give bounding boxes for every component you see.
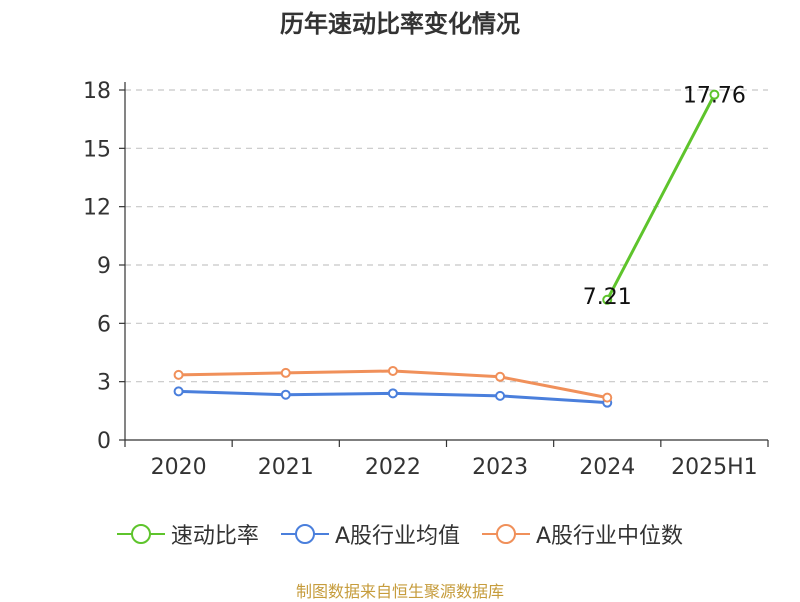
series-point-1-2023[interactable] xyxy=(495,390,506,401)
series-point-1-2022[interactable] xyxy=(387,388,398,399)
legend: 速动比率 A股行业均值 A股行业中位数 xyxy=(0,518,800,550)
series-point-0-2024[interactable] xyxy=(602,294,613,305)
grid-lines xyxy=(125,89,768,383)
legend-item-quick-ratio[interactable]: 速动比率 xyxy=(116,518,259,550)
legend-label-industry-mean: A股行业均值 xyxy=(334,524,460,549)
legend-label-industry-median: A股行业中位数 xyxy=(536,524,684,549)
legend-swatch-quick-ratio xyxy=(116,524,165,544)
series-point-2-2023[interactable] xyxy=(495,371,506,382)
series-point-1-2021[interactable] xyxy=(280,389,291,400)
y-tick-label: 9 xyxy=(97,254,111,279)
data-label-2024: 7.21 xyxy=(583,285,632,310)
source-note: 制图数据来自恒生聚源数据库 xyxy=(295,582,504,601)
legend-item-industry-median[interactable]: A股行业中位数 xyxy=(482,518,683,550)
series-line-0 xyxy=(605,93,716,302)
x-tick-label-2025H1: 2025H1 xyxy=(671,455,758,480)
x-tick-label-2024: 2024 xyxy=(579,455,635,480)
series-point-0-2025H1[interactable] xyxy=(709,89,720,100)
y-tick-label: 12 xyxy=(83,196,111,221)
y-tick-label: 3 xyxy=(97,371,111,396)
y-tick-label: 6 xyxy=(97,312,111,337)
legend-item-industry-mean[interactable]: A股行业均值 xyxy=(280,518,460,550)
data-label-2025H1: 17.76 xyxy=(683,84,746,109)
series-point-2-2021[interactable] xyxy=(280,367,291,378)
series-point-2-2022[interactable] xyxy=(387,365,398,376)
x-tick-label-2021: 2021 xyxy=(258,455,314,480)
y-tick-label: 15 xyxy=(83,137,111,162)
x-tick-label-2020: 2020 xyxy=(151,455,207,480)
series-point-2-2020[interactable] xyxy=(173,369,184,380)
legend-label-quick-ratio: 速动比率 xyxy=(170,524,259,549)
series-point-1-2020[interactable] xyxy=(173,386,184,397)
legend-swatch-industry-mean xyxy=(280,524,329,544)
series-lines xyxy=(173,89,720,408)
x-tick-label-2022: 2022 xyxy=(365,455,421,480)
legend-swatch-industry-median xyxy=(482,524,530,544)
x-tick-label-2023: 2023 xyxy=(472,455,528,480)
chart-title: 历年速动比率变化情况 xyxy=(280,10,520,38)
data-labels: 7.21 17.76 xyxy=(583,84,746,310)
axes: 0 3 6 9 12 15 18 2020 2021 2022 2023 2024 2025H1 xyxy=(83,79,769,480)
y-tick-label: 18 xyxy=(83,79,111,104)
y-tick-label: 0 xyxy=(97,429,111,454)
series-point-2-2024[interactable] xyxy=(602,392,613,403)
